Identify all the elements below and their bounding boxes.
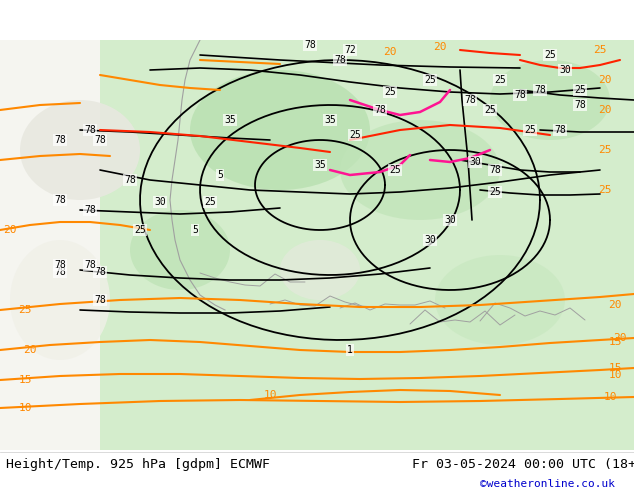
Text: 10: 10 <box>18 403 32 413</box>
Text: 78: 78 <box>514 90 526 100</box>
Ellipse shape <box>435 255 565 345</box>
Text: 78: 78 <box>84 125 96 135</box>
Text: 5: 5 <box>192 225 198 235</box>
Text: 78: 78 <box>94 295 106 305</box>
Text: 25: 25 <box>494 75 506 85</box>
Text: 30: 30 <box>444 215 456 225</box>
Text: 78: 78 <box>489 165 501 175</box>
Text: 30: 30 <box>154 197 166 207</box>
Text: 20: 20 <box>433 42 447 52</box>
Text: 78: 78 <box>54 267 66 277</box>
Ellipse shape <box>20 100 140 200</box>
Text: 20: 20 <box>3 225 16 235</box>
Text: 78: 78 <box>304 40 316 50</box>
Text: 25: 25 <box>424 75 436 85</box>
Ellipse shape <box>340 120 500 220</box>
Ellipse shape <box>190 70 370 190</box>
Text: 78: 78 <box>124 175 136 185</box>
Text: 78: 78 <box>84 260 96 270</box>
Text: 78: 78 <box>54 260 66 270</box>
Ellipse shape <box>130 210 230 290</box>
Text: 78: 78 <box>84 205 96 215</box>
Text: 78: 78 <box>374 105 386 115</box>
Text: 35: 35 <box>314 160 326 170</box>
Ellipse shape <box>490 60 610 140</box>
Text: 35: 35 <box>324 115 336 125</box>
Text: 30: 30 <box>424 235 436 245</box>
Text: 25: 25 <box>574 85 586 95</box>
Text: 78: 78 <box>574 100 586 110</box>
Text: 20: 20 <box>608 300 622 310</box>
Text: 20: 20 <box>613 333 627 343</box>
Text: 30: 30 <box>469 157 481 167</box>
Text: 15: 15 <box>18 375 32 385</box>
Text: 10: 10 <box>263 390 277 400</box>
Text: 25: 25 <box>598 145 612 155</box>
Text: 20: 20 <box>598 105 612 115</box>
Text: Fr 03-05-2024 00:00 UTC (18+30): Fr 03-05-2024 00:00 UTC (18+30) <box>412 458 634 470</box>
Text: 78: 78 <box>94 135 106 145</box>
Text: 25: 25 <box>349 130 361 140</box>
Ellipse shape <box>10 240 110 360</box>
Text: 20: 20 <box>23 345 37 355</box>
Text: 78: 78 <box>54 135 66 145</box>
Text: 72: 72 <box>344 45 356 55</box>
FancyBboxPatch shape <box>100 40 634 450</box>
Text: 78: 78 <box>534 85 546 95</box>
Text: 78: 78 <box>464 95 476 105</box>
Text: 25: 25 <box>598 185 612 195</box>
Text: 5: 5 <box>217 170 223 180</box>
Text: 78: 78 <box>94 267 106 277</box>
Ellipse shape <box>280 240 360 300</box>
Text: 25: 25 <box>593 45 607 55</box>
Text: 25: 25 <box>384 87 396 97</box>
Text: 10: 10 <box>603 392 617 402</box>
Text: 15: 15 <box>608 363 622 373</box>
Text: 1: 1 <box>347 345 353 355</box>
Text: 20: 20 <box>383 47 397 57</box>
Text: 25: 25 <box>134 225 146 235</box>
Text: 20: 20 <box>598 75 612 85</box>
Text: 15: 15 <box>608 337 622 347</box>
Text: 25: 25 <box>544 50 556 60</box>
Text: 25: 25 <box>204 197 216 207</box>
Text: 25: 25 <box>484 105 496 115</box>
Text: 78: 78 <box>334 55 346 65</box>
Text: 25: 25 <box>18 305 32 315</box>
Text: 78: 78 <box>554 125 566 135</box>
Text: 10: 10 <box>608 370 622 380</box>
Text: 78: 78 <box>54 195 66 205</box>
Text: ©weatheronline.co.uk: ©weatheronline.co.uk <box>480 479 615 489</box>
Text: 25: 25 <box>489 187 501 197</box>
Text: 35: 35 <box>224 115 236 125</box>
Text: 30: 30 <box>559 65 571 75</box>
Text: Height/Temp. 925 hPa [gdpm] ECMWF: Height/Temp. 925 hPa [gdpm] ECMWF <box>6 458 270 470</box>
Text: 25: 25 <box>524 125 536 135</box>
FancyBboxPatch shape <box>0 40 150 450</box>
Text: 25: 25 <box>389 165 401 175</box>
